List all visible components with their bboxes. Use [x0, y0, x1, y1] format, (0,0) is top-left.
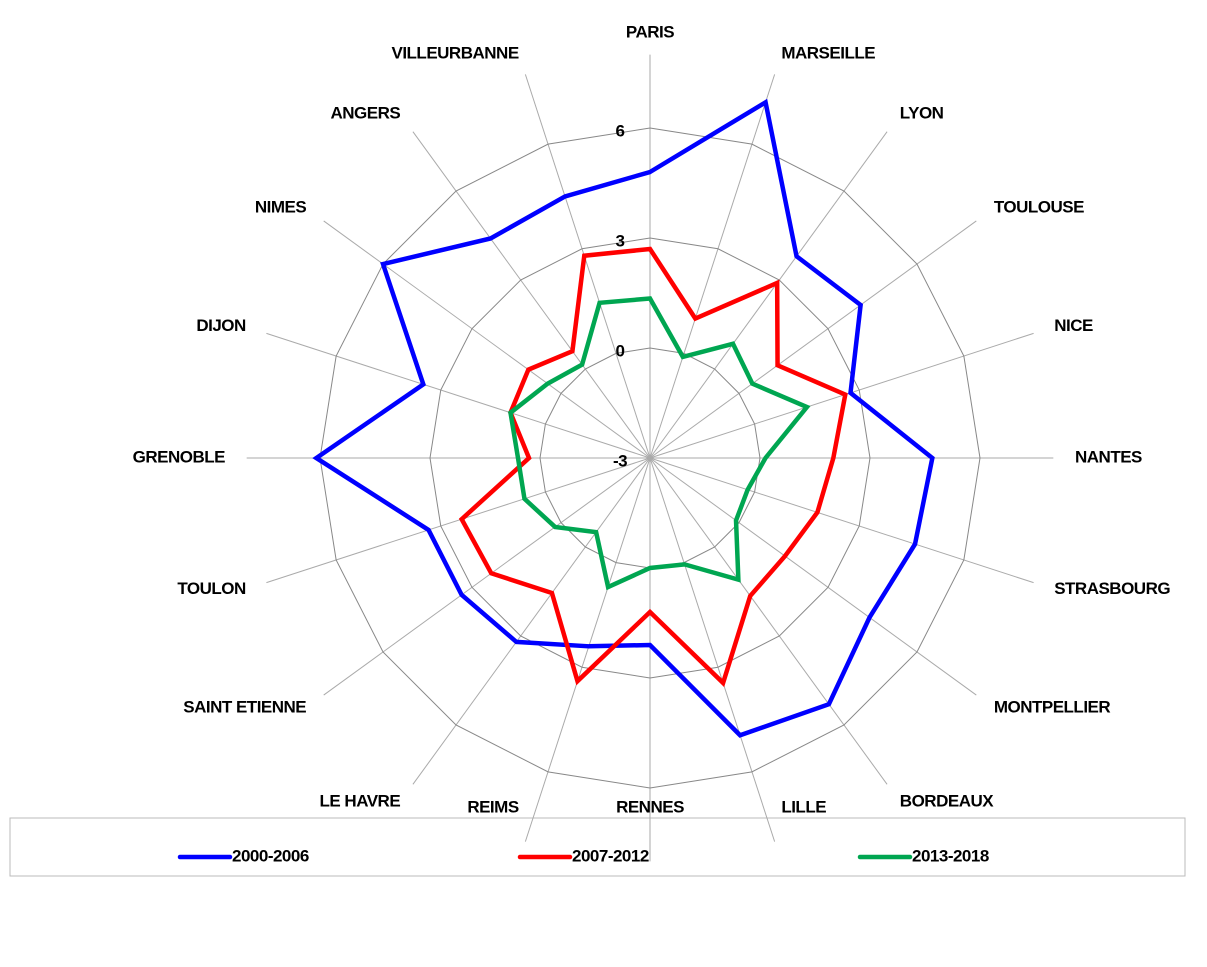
category-label: ANGERS [330, 104, 400, 123]
spoke [649, 220, 977, 459]
spoke [266, 457, 651, 584]
r-tick-label: 0 [616, 341, 625, 360]
category-label: TOULON [177, 579, 246, 598]
category-label: MARSEILLE [781, 43, 875, 62]
spoke [266, 332, 651, 459]
category-label: DIJON [196, 316, 246, 335]
category-label: TOULOUSE [994, 198, 1084, 217]
r-tick-label: -3 [613, 451, 627, 470]
spoke [412, 457, 651, 785]
legend-label: 2007-2012 [572, 846, 649, 865]
grid-ring [429, 237, 871, 679]
legend-label: 2000-2006 [232, 846, 309, 865]
legend-box [9, 817, 1186, 877]
r-tick-label: 6 [616, 121, 625, 140]
category-label: STRASBOURG [1054, 579, 1170, 598]
category-label: MONTPELLIER [994, 697, 1111, 716]
category-label: LYON [900, 104, 944, 123]
spoke [649, 457, 977, 696]
spoke [649, 457, 1034, 584]
spoke [649, 457, 888, 785]
category-label: BORDEAUX [900, 791, 994, 810]
spoke [412, 131, 651, 459]
series-line [312, 98, 935, 738]
spoke [649, 332, 1034, 459]
spoke [649, 457, 776, 842]
spoke [323, 457, 651, 696]
series-line [458, 246, 848, 688]
spoke [649, 74, 776, 459]
category-label: NICE [1054, 316, 1093, 335]
category-label: NIMES [255, 198, 307, 217]
grid-ring [319, 127, 981, 789]
spoke [649, 131, 888, 459]
category-label: LE HAVRE [319, 791, 400, 810]
r-tick-label: 3 [616, 231, 625, 250]
category-label: GRENOBLE [133, 447, 226, 466]
category-label: REIMS [467, 797, 519, 816]
category-label: RENNES [616, 797, 684, 816]
category-label: LILLE [781, 797, 826, 816]
spoke [524, 457, 651, 842]
series-line [508, 296, 811, 591]
category-label: VILLEURBANNE [391, 43, 518, 62]
spoke [524, 74, 651, 459]
category-label: NANTES [1075, 447, 1142, 466]
spoke [323, 220, 651, 459]
category-label: PARIS [626, 22, 674, 41]
category-label: SAINT ETIENNE [183, 697, 306, 716]
legend-label: 2013-2018 [912, 846, 989, 865]
